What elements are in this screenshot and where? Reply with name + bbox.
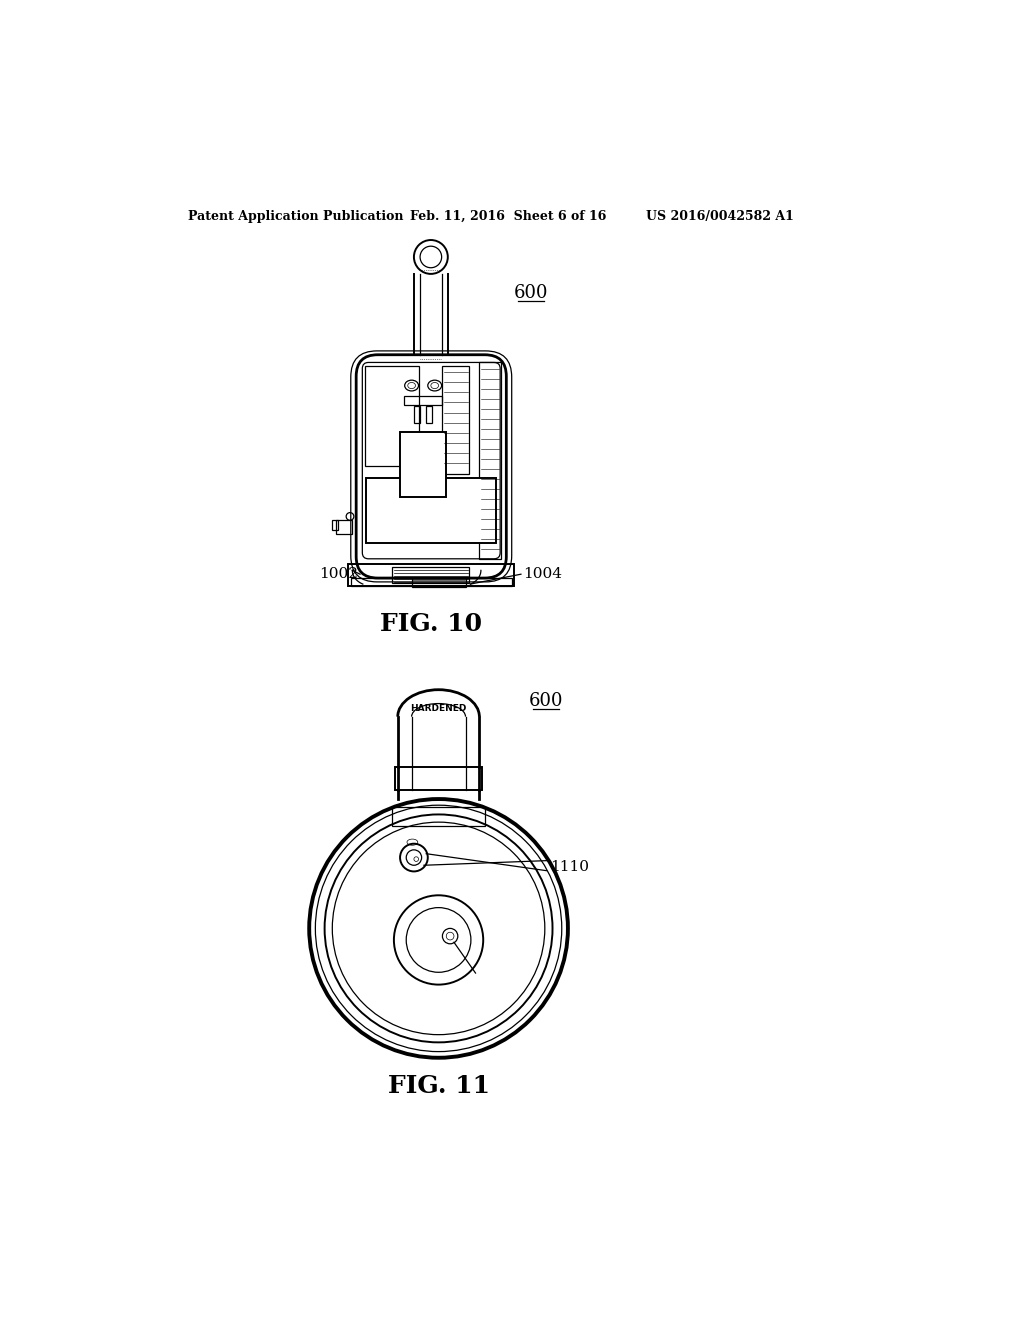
Bar: [392, 807, 484, 826]
Bar: [392, 566, 469, 583]
Bar: [394, 767, 482, 789]
Bar: [348, 564, 514, 586]
Bar: [367, 478, 497, 544]
Text: Feb. 11, 2016  Sheet 6 of 16: Feb. 11, 2016 Sheet 6 of 16: [410, 210, 606, 223]
Bar: [400, 432, 446, 498]
Bar: [412, 578, 466, 587]
Bar: [414, 407, 420, 424]
Bar: [366, 367, 419, 466]
Text: HARDENED: HARDENED: [411, 704, 467, 713]
Text: FIG. 10: FIG. 10: [380, 612, 482, 636]
Text: 1110: 1110: [550, 859, 589, 874]
Text: Patent Application Publication: Patent Application Publication: [188, 210, 403, 223]
Bar: [403, 396, 442, 405]
Text: US 2016/0042582 A1: US 2016/0042582 A1: [646, 210, 795, 223]
Bar: [426, 407, 432, 424]
Text: 600: 600: [514, 284, 548, 302]
Text: FIG. 11: FIG. 11: [387, 1074, 489, 1098]
Text: 600: 600: [529, 692, 563, 710]
Text: 1002: 1002: [318, 568, 357, 581]
Bar: [442, 367, 469, 474]
Text: 1004: 1004: [523, 568, 562, 581]
Bar: [351, 578, 512, 586]
Bar: [332, 520, 338, 529]
Bar: [336, 520, 351, 535]
Bar: [479, 363, 501, 558]
